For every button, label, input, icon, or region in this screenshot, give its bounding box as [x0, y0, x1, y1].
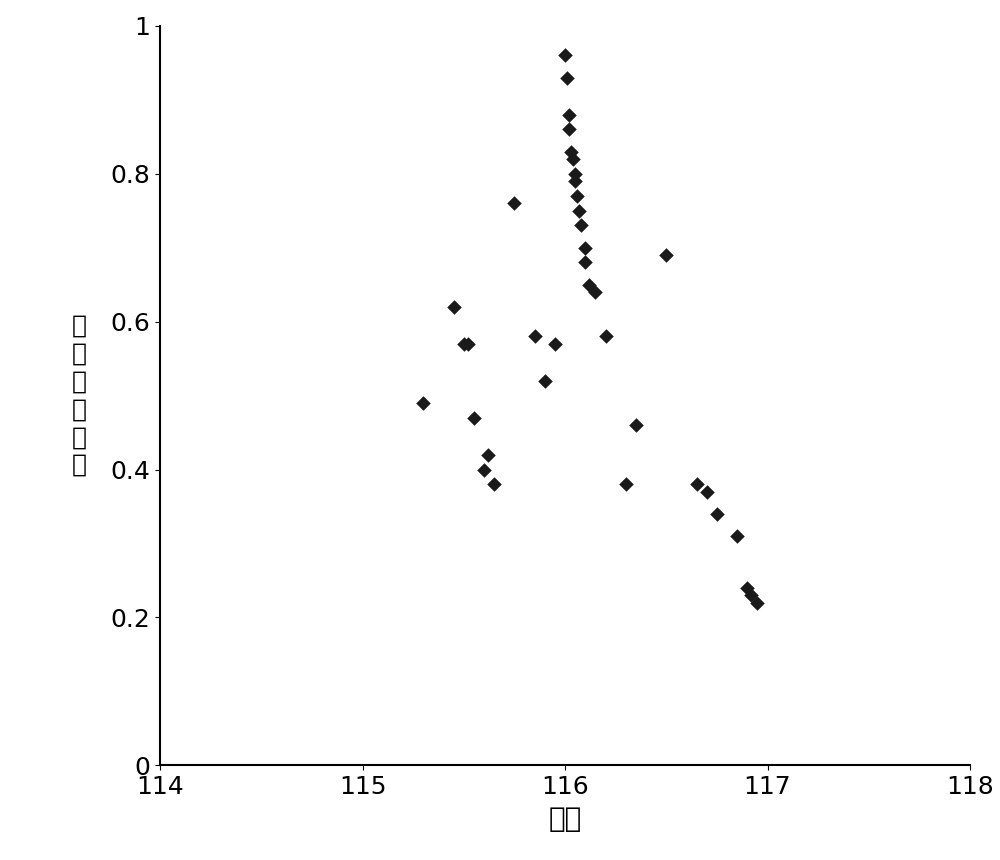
- Point: [446, 300, 462, 314]
- Point: [699, 485, 715, 499]
- Point: [577, 255, 593, 269]
- Point: [573, 218, 589, 232]
- Point: [415, 396, 431, 410]
- X-axis label: 经度: 经度: [548, 805, 582, 832]
- Point: [743, 588, 759, 602]
- Point: [476, 463, 492, 476]
- Point: [563, 144, 579, 158]
- Text: 种
群
综
合
指
标: 种 群 综 合 指 标: [72, 314, 87, 477]
- Point: [739, 581, 755, 595]
- Point: [506, 196, 522, 210]
- Point: [689, 477, 705, 491]
- Point: [460, 337, 476, 351]
- Point: [618, 477, 634, 491]
- Point: [561, 108, 577, 121]
- Point: [569, 189, 585, 203]
- Point: [561, 122, 577, 136]
- Point: [581, 278, 597, 292]
- Point: [729, 529, 745, 543]
- Point: [559, 71, 575, 84]
- Point: [587, 286, 603, 299]
- Point: [658, 249, 674, 262]
- Point: [547, 337, 563, 351]
- Point: [709, 507, 725, 521]
- Point: [567, 167, 583, 181]
- Point: [567, 175, 583, 188]
- Point: [527, 329, 543, 343]
- Point: [628, 418, 644, 432]
- Point: [480, 448, 496, 462]
- Point: [557, 48, 573, 62]
- Point: [486, 477, 502, 491]
- Point: [537, 374, 553, 388]
- Point: [571, 204, 587, 218]
- Point: [565, 152, 581, 166]
- Point: [598, 329, 614, 343]
- Point: [456, 337, 472, 351]
- Point: [466, 411, 482, 425]
- Point: [749, 596, 765, 610]
- Point: [577, 241, 593, 255]
